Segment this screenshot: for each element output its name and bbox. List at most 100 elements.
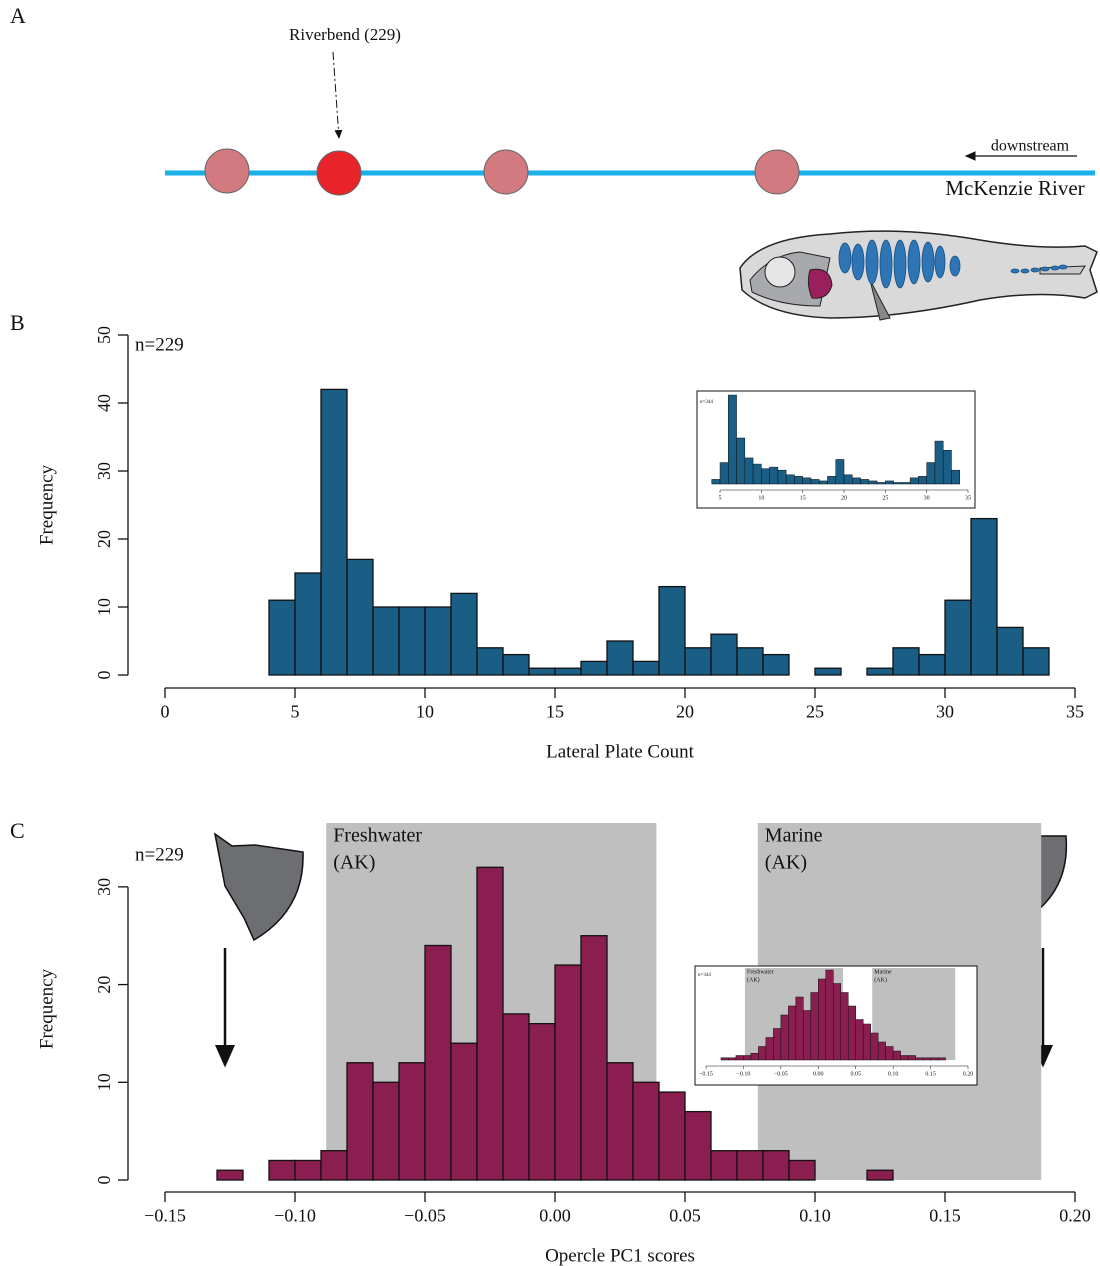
- bar: [841, 993, 848, 1061]
- bar: [918, 476, 926, 484]
- region-label: Freshwater: [333, 825, 422, 847]
- bar: [711, 1151, 737, 1180]
- x-tick-label: 0.10: [888, 1071, 899, 1077]
- region-label: Marine: [874, 970, 892, 976]
- bar: [763, 1151, 789, 1180]
- x-tick-label: 30: [924, 495, 930, 501]
- y-axis-label: Frequency: [36, 464, 57, 545]
- x-tick-label: 0.15: [929, 1205, 961, 1225]
- x-tick-label: 0.00: [539, 1205, 571, 1225]
- bar: [295, 573, 321, 675]
- bar: [581, 936, 607, 1180]
- x-tick-label: −0.10: [736, 1071, 750, 1077]
- bar: [758, 1047, 765, 1061]
- x-axis-label: Opercle PC1 scores: [545, 1245, 695, 1266]
- bar: [295, 1160, 321, 1180]
- bar: [269, 1160, 295, 1180]
- x-tick-label: 35: [965, 495, 971, 501]
- bar: [836, 459, 844, 484]
- x-tick-label: 5: [719, 495, 722, 501]
- x-tick-label: 15: [800, 495, 806, 501]
- x-tick-label: 0.05: [669, 1205, 701, 1225]
- y-axis-label: Frequency: [36, 968, 57, 1049]
- bar: [938, 1058, 945, 1060]
- bar: [877, 482, 885, 484]
- x-tick-label: 0.00: [813, 1071, 824, 1077]
- bar: [871, 1033, 878, 1060]
- bar: [728, 1058, 735, 1060]
- bar: [943, 450, 951, 484]
- bar: [786, 475, 794, 484]
- bar: [852, 478, 860, 484]
- sample-size: n=229: [135, 334, 184, 355]
- bar: [477, 867, 503, 1180]
- bar: [856, 1020, 863, 1061]
- y-tick-label: 20: [94, 530, 114, 548]
- bar: [685, 648, 711, 675]
- bar: [885, 481, 893, 484]
- bar: [794, 476, 802, 484]
- x-tick-label: 0.20: [1059, 1205, 1091, 1225]
- bar: [633, 661, 659, 675]
- y-tick-label: 10: [94, 1073, 114, 1091]
- bar: [399, 607, 425, 675]
- site-label: Riverbend (229): [289, 25, 401, 44]
- bar: [503, 655, 529, 675]
- bar: [217, 1170, 243, 1180]
- x-tick-label: −0.05: [404, 1205, 446, 1225]
- bar: [529, 668, 555, 675]
- bar: [844, 475, 852, 484]
- bar: [659, 1092, 685, 1180]
- bar: [685, 1112, 711, 1180]
- bar: [826, 970, 833, 1060]
- bar: [886, 1047, 893, 1061]
- bar: [919, 655, 945, 675]
- bar: [373, 607, 399, 675]
- bar: [728, 395, 736, 484]
- bar: [923, 1058, 930, 1060]
- x-tick-label: −0.15: [699, 1071, 713, 1077]
- bar: [607, 641, 633, 675]
- x-tick-label: 10: [416, 701, 434, 721]
- bar: [997, 627, 1023, 675]
- bar: [766, 1038, 773, 1061]
- bar: [803, 1011, 810, 1061]
- x-tick-label: −0.05: [774, 1071, 788, 1077]
- bar: [803, 478, 811, 484]
- bar: [399, 1063, 425, 1180]
- bar: [893, 648, 919, 675]
- x-tick-label: 25: [806, 701, 824, 721]
- bar: [737, 648, 763, 675]
- region-label: Marine: [765, 825, 823, 847]
- figure: A Riverbend (229) downstream McKenzie Ri…: [0, 0, 1100, 1266]
- bar: [607, 1063, 633, 1180]
- bar: [720, 463, 728, 484]
- bar: [931, 1058, 938, 1060]
- region-label: (AK): [747, 977, 760, 984]
- x-tick-label: 0: [161, 701, 170, 721]
- bar: [753, 464, 761, 484]
- bar: [811, 993, 818, 1061]
- site: [484, 150, 528, 194]
- bar: [781, 1015, 788, 1060]
- x-tick-label: 10: [758, 495, 764, 501]
- bar: [761, 469, 769, 484]
- bar: [815, 668, 841, 675]
- bar: [477, 648, 503, 675]
- x-tick-label: 0.10: [799, 1205, 831, 1225]
- bar: [951, 470, 959, 484]
- bar: [736, 1056, 743, 1061]
- x-tick-label: −0.15: [144, 1205, 186, 1225]
- y-tick-label: 40: [94, 394, 114, 412]
- bar: [789, 1160, 815, 1180]
- bar: [796, 997, 803, 1060]
- bar: [916, 1058, 923, 1060]
- bar: [347, 1063, 373, 1180]
- x-tick-label: 15: [546, 701, 564, 721]
- x-tick-label: 0.05: [850, 1071, 861, 1077]
- river-label: McKenzie River: [945, 176, 1084, 200]
- region-label: (AK): [874, 977, 887, 984]
- bar: [863, 1024, 870, 1060]
- bar: [894, 482, 902, 484]
- bar: [555, 965, 581, 1180]
